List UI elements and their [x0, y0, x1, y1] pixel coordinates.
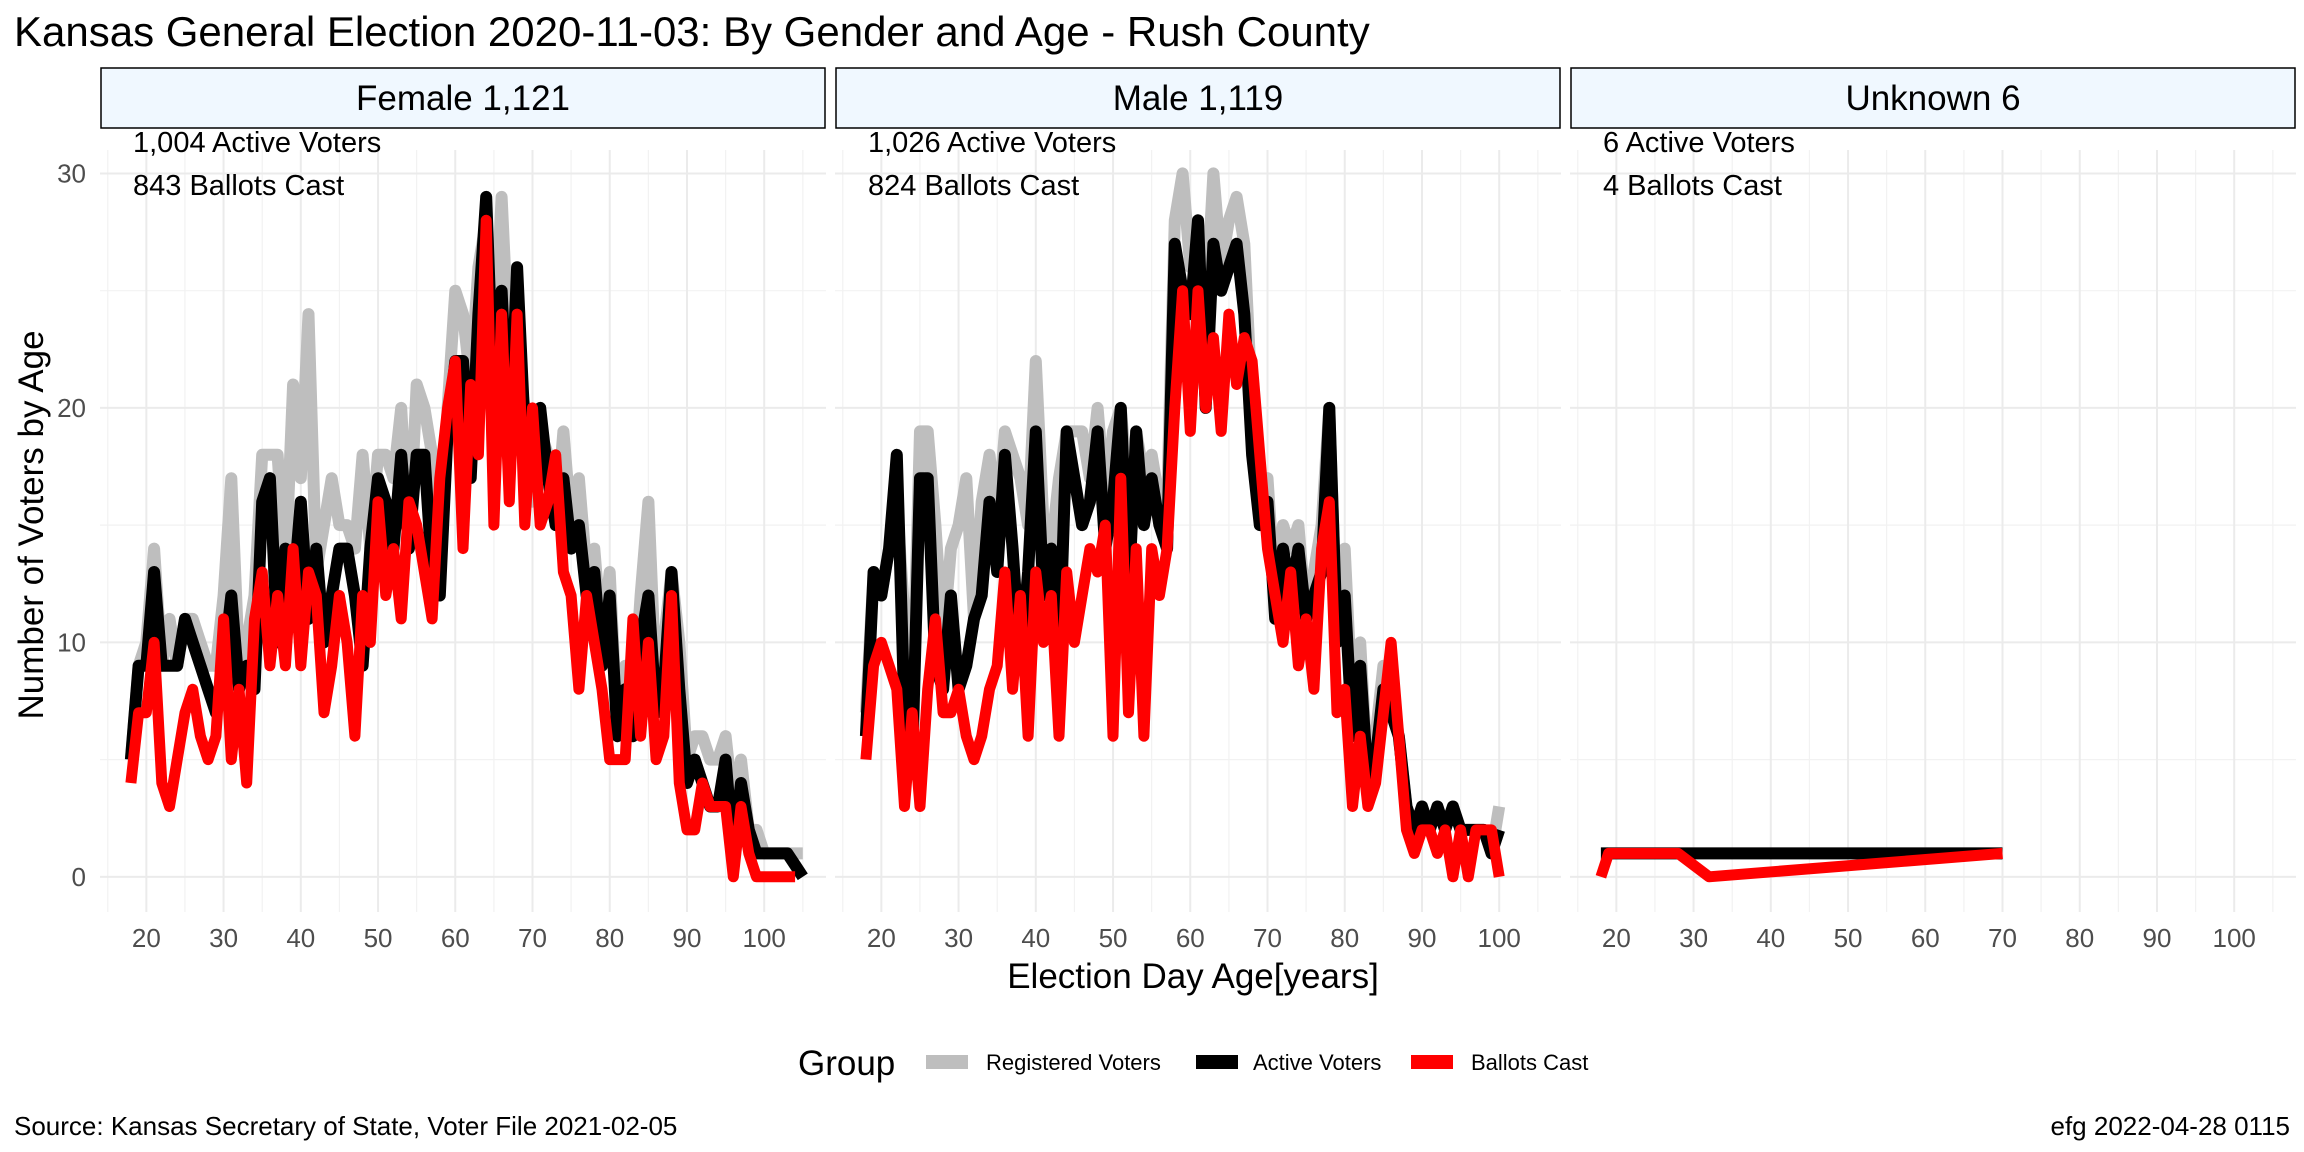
facet-strip: Male 1,119: [835, 67, 1561, 129]
x-tick-label: 40: [1021, 923, 1050, 953]
x-tick-label: 90: [673, 923, 702, 953]
legend-title: Group: [798, 1044, 895, 1083]
x-tick-label: 60: [1176, 923, 1205, 953]
y-tick-label: 30: [57, 158, 86, 188]
facet-strip-box: [835, 67, 1561, 129]
panel-2: Male 1,119 1,026 Active Voters 824 Ballots…: [835, 67, 1561, 953]
x-tick-label: 90: [1408, 923, 1437, 953]
series-line-ballots-cast: [860, 285, 1505, 883]
x-tick-label: 30: [1679, 923, 1708, 953]
panel-1: Female 1,121 1,004 Active Voters 843 Ballo…: [100, 67, 826, 953]
panels: Female 1,121 1,004 Active Voters 843 Ballo…: [100, 67, 2296, 953]
panel-3: Unknown 6 6 Active Voters 4 Ballots Cast 20…: [1570, 67, 2296, 953]
x-axis-title: Election Day Age[years]: [1007, 957, 1379, 996]
x-tick-label: 20: [867, 923, 896, 953]
panel-annotation: 4 Ballots Cast: [1603, 170, 1782, 202]
series-line-registered-voters: [124, 190, 803, 860]
x-tick-label: 20: [132, 923, 161, 953]
x-tick-label: 50: [364, 923, 393, 953]
x-tick-label: 80: [2065, 923, 2094, 953]
legend: Group Registered Voters Active Voters Ba…: [798, 1044, 1588, 1083]
legend-item-registered: Registered Voters: [926, 1050, 1161, 1075]
legend-item-active: Active Voters: [1196, 1050, 1381, 1075]
panel-annotation: 1,004 Active Voters: [133, 127, 381, 159]
panel-annotation: 6 Active Voters: [1603, 127, 1795, 159]
x-tick-label: 70: [1253, 923, 1282, 953]
x-tick-label: 80: [1330, 923, 1359, 953]
x-tick-label: 30: [209, 923, 238, 953]
facet-strip: Unknown 6: [1570, 67, 2296, 129]
x-tick-label: 50: [1099, 923, 1128, 953]
x-tick-label: 90: [2143, 923, 2172, 953]
y-axis-ticks: 0 10 20 30: [57, 158, 86, 891]
x-tick-label: 100: [2213, 923, 2256, 953]
facet-strip-label: Unknown 6: [1845, 79, 2020, 118]
chart-title: Kansas General Election 2020-11-03: By G…: [14, 8, 1370, 55]
y-tick-label: 20: [57, 393, 86, 423]
x-tick-label: 50: [1834, 923, 1863, 953]
x-tick-label: 60: [1911, 923, 1940, 953]
facet-strip-box: [1570, 67, 2296, 129]
source-caption: Source: Kansas Secretary of State, Voter…: [14, 1111, 677, 1141]
x-tick-label: 40: [1756, 923, 1785, 953]
legend-label-ballots: Ballots Cast: [1471, 1050, 1588, 1075]
x-tick-label: 40: [286, 923, 315, 953]
y-axis-title: Number of Voters by Age: [12, 330, 51, 719]
x-tick-label: 80: [595, 923, 624, 953]
x-tick-label: 70: [1988, 923, 2017, 953]
series-line-ballots-cast: [1595, 847, 2003, 883]
facet-strip-box: [100, 67, 826, 129]
legend-label-registered: Registered Voters: [986, 1050, 1161, 1075]
panel-annotation: 824 Ballots Cast: [868, 170, 1079, 202]
timestamp-caption: efg 2022-04-28 0115: [2051, 1111, 2291, 1141]
facet-strip-label: Male 1,119: [1113, 79, 1284, 118]
x-tick-label: 60: [441, 923, 470, 953]
facet-strip: Female 1,121: [100, 67, 826, 129]
x-tick-label: 20: [1602, 923, 1631, 953]
facet-strip-label: Female 1,121: [356, 79, 570, 118]
panel-grid: [1570, 150, 2296, 912]
x-tick-label: 100: [743, 923, 786, 953]
series-line-ballots-cast: [125, 214, 796, 883]
panel-annotation: 1,026 Active Voters: [868, 127, 1116, 159]
legend-label-active: Active Voters: [1253, 1050, 1381, 1075]
y-tick-label: 10: [57, 627, 86, 657]
legend-item-ballots: Ballots Cast: [1411, 1050, 1588, 1075]
y-tick-label: 0: [72, 862, 86, 892]
x-tick-label: 30: [944, 923, 973, 953]
x-tick-label: 70: [518, 923, 547, 953]
x-tick-label: 100: [1478, 923, 1521, 953]
panel-annotation: 843 Ballots Cast: [133, 170, 344, 202]
